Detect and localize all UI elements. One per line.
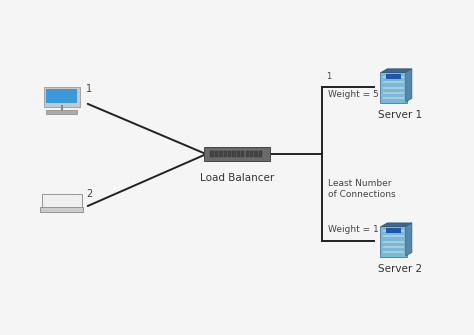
Text: 2: 2 [86, 189, 92, 199]
FancyBboxPatch shape [237, 151, 240, 157]
FancyBboxPatch shape [46, 89, 77, 103]
FancyBboxPatch shape [380, 72, 407, 103]
FancyBboxPatch shape [215, 151, 218, 157]
Text: Load Balancer: Load Balancer [200, 173, 274, 183]
Text: 1: 1 [86, 84, 92, 94]
FancyBboxPatch shape [246, 151, 249, 157]
Polygon shape [406, 223, 412, 256]
FancyBboxPatch shape [204, 147, 270, 161]
FancyBboxPatch shape [250, 151, 253, 157]
Text: Server 1: Server 1 [377, 110, 422, 120]
FancyBboxPatch shape [42, 194, 82, 208]
FancyBboxPatch shape [210, 151, 214, 157]
Polygon shape [406, 69, 412, 102]
FancyBboxPatch shape [383, 92, 404, 94]
FancyBboxPatch shape [383, 230, 404, 232]
FancyBboxPatch shape [40, 207, 83, 212]
FancyBboxPatch shape [380, 226, 407, 257]
Text: 1: 1 [326, 72, 331, 81]
FancyBboxPatch shape [383, 241, 404, 243]
FancyBboxPatch shape [383, 76, 404, 78]
Polygon shape [381, 69, 412, 72]
FancyBboxPatch shape [46, 110, 77, 114]
FancyBboxPatch shape [385, 74, 401, 79]
FancyBboxPatch shape [232, 151, 236, 157]
FancyBboxPatch shape [224, 151, 227, 157]
FancyBboxPatch shape [383, 252, 404, 253]
Text: Weight = 5: Weight = 5 [328, 90, 379, 99]
Text: Server 2: Server 2 [377, 264, 422, 274]
FancyBboxPatch shape [241, 151, 245, 157]
Text: Least Number
of Connections: Least Number of Connections [328, 179, 396, 199]
FancyBboxPatch shape [44, 87, 80, 107]
FancyBboxPatch shape [383, 236, 404, 237]
FancyBboxPatch shape [255, 151, 258, 157]
FancyBboxPatch shape [383, 87, 404, 88]
FancyBboxPatch shape [383, 81, 404, 83]
FancyBboxPatch shape [219, 151, 223, 157]
Text: Weight = 1: Weight = 1 [328, 225, 379, 234]
FancyBboxPatch shape [385, 228, 401, 233]
FancyBboxPatch shape [383, 97, 404, 99]
FancyBboxPatch shape [383, 246, 404, 248]
FancyBboxPatch shape [228, 151, 231, 157]
FancyBboxPatch shape [45, 195, 79, 207]
Polygon shape [381, 223, 412, 226]
FancyBboxPatch shape [259, 151, 262, 157]
